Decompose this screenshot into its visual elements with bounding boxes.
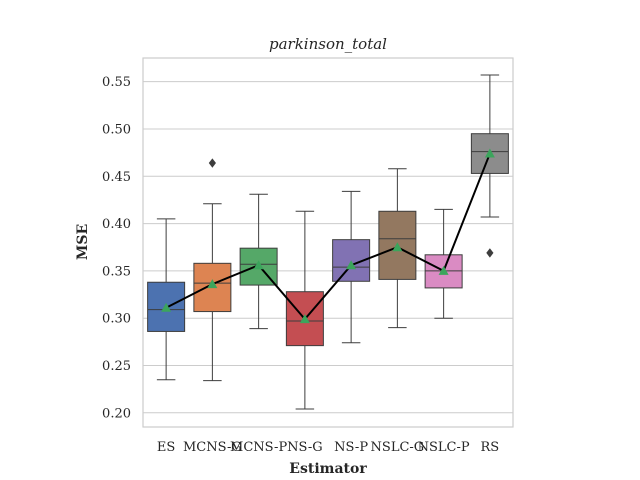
mean-marker <box>392 242 403 252</box>
mean-marker <box>484 148 495 158</box>
mean-marker <box>207 279 218 289</box>
chart-title: parkinson_total <box>269 35 387 53</box>
y-tick-labels: 0.20 0.25 0.30 0.35 0.40 0.45 0.50 0.55 <box>102 75 131 421</box>
y-tick-label: 0.40 <box>102 217 131 232</box>
y-tick-label: 0.55 <box>102 75 131 90</box>
y-tick-label: 0.50 <box>102 122 131 137</box>
box-RS <box>470 74 509 258</box>
x-axis-label: Estimator <box>289 461 367 477</box>
x-tick-label: NS-P <box>334 440 368 455</box>
mean-line <box>165 153 491 321</box>
y-tick-label: 0.45 <box>102 170 131 185</box>
x-tick-label: RS <box>481 440 500 455</box>
box-NS-G <box>285 210 324 410</box>
box-ES <box>147 218 186 381</box>
mean-marker <box>346 260 357 270</box>
x-tick-label: MCNS-P <box>230 440 287 455</box>
box-NSLC-P <box>424 208 463 319</box>
x-tick-label: NS-G <box>287 440 323 455</box>
mean-marker <box>253 260 264 270</box>
mean-marker <box>161 302 172 312</box>
outlier-point <box>486 248 494 258</box>
plot-frame <box>142 57 514 428</box>
grid <box>143 81 513 414</box>
y-tick-label: 0.35 <box>102 264 131 279</box>
x-tick-label: ES <box>157 440 175 455</box>
mean-marker <box>438 265 449 275</box>
box-MCNS-G <box>193 158 232 382</box>
box-body <box>285 291 324 347</box>
x-tick-label: MCNS-G <box>183 440 242 455</box>
x-tick-label: NSLC-P <box>418 440 470 455</box>
mean-line-layer <box>161 148 495 324</box>
outlier-point <box>208 158 216 168</box>
mean-marker <box>299 314 310 324</box>
y-tick-label: 0.20 <box>102 406 131 421</box>
y-tick-label: 0.30 <box>102 312 131 327</box>
y-axis-label: MSE <box>75 224 91 260</box>
y-tick-label: 0.25 <box>102 359 131 374</box>
x-tick-label: NSLC-G <box>371 440 425 455</box>
